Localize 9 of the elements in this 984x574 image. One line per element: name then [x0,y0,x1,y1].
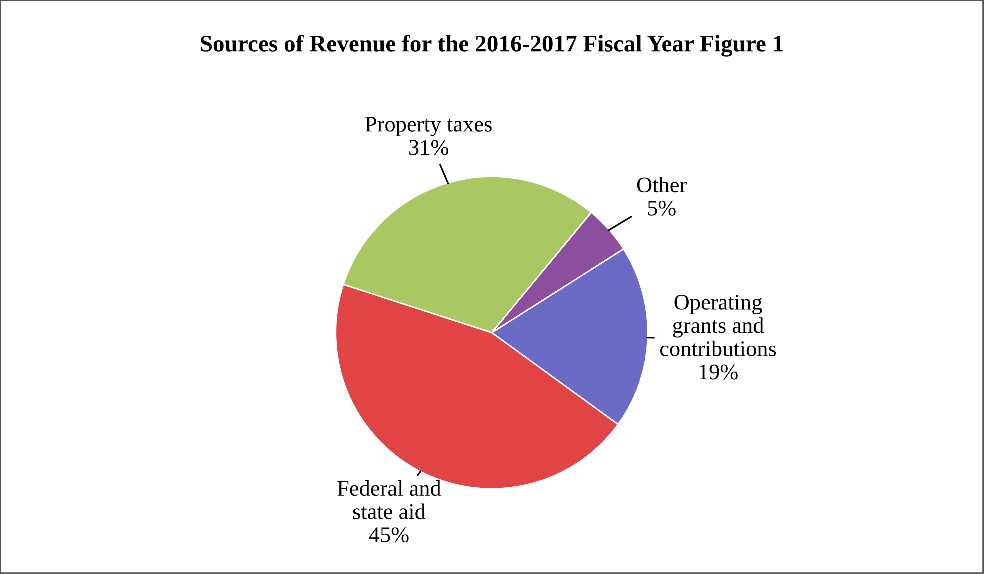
data-label: 5% [648,200,676,216]
slice-label: Other [637,177,687,193]
slice-label: Property taxes [366,117,492,136]
chart-title: Sources of Revenue for the 2016-2017 Fiscal Year Figure 1 [201,35,783,57]
data-label: 45% [369,528,409,543]
data-label: 19% [700,364,738,380]
slice-label: Federal and state aid [338,480,442,520]
data-label: 31% [410,140,448,156]
slice-label: Operating grants and contributions [660,294,776,357]
